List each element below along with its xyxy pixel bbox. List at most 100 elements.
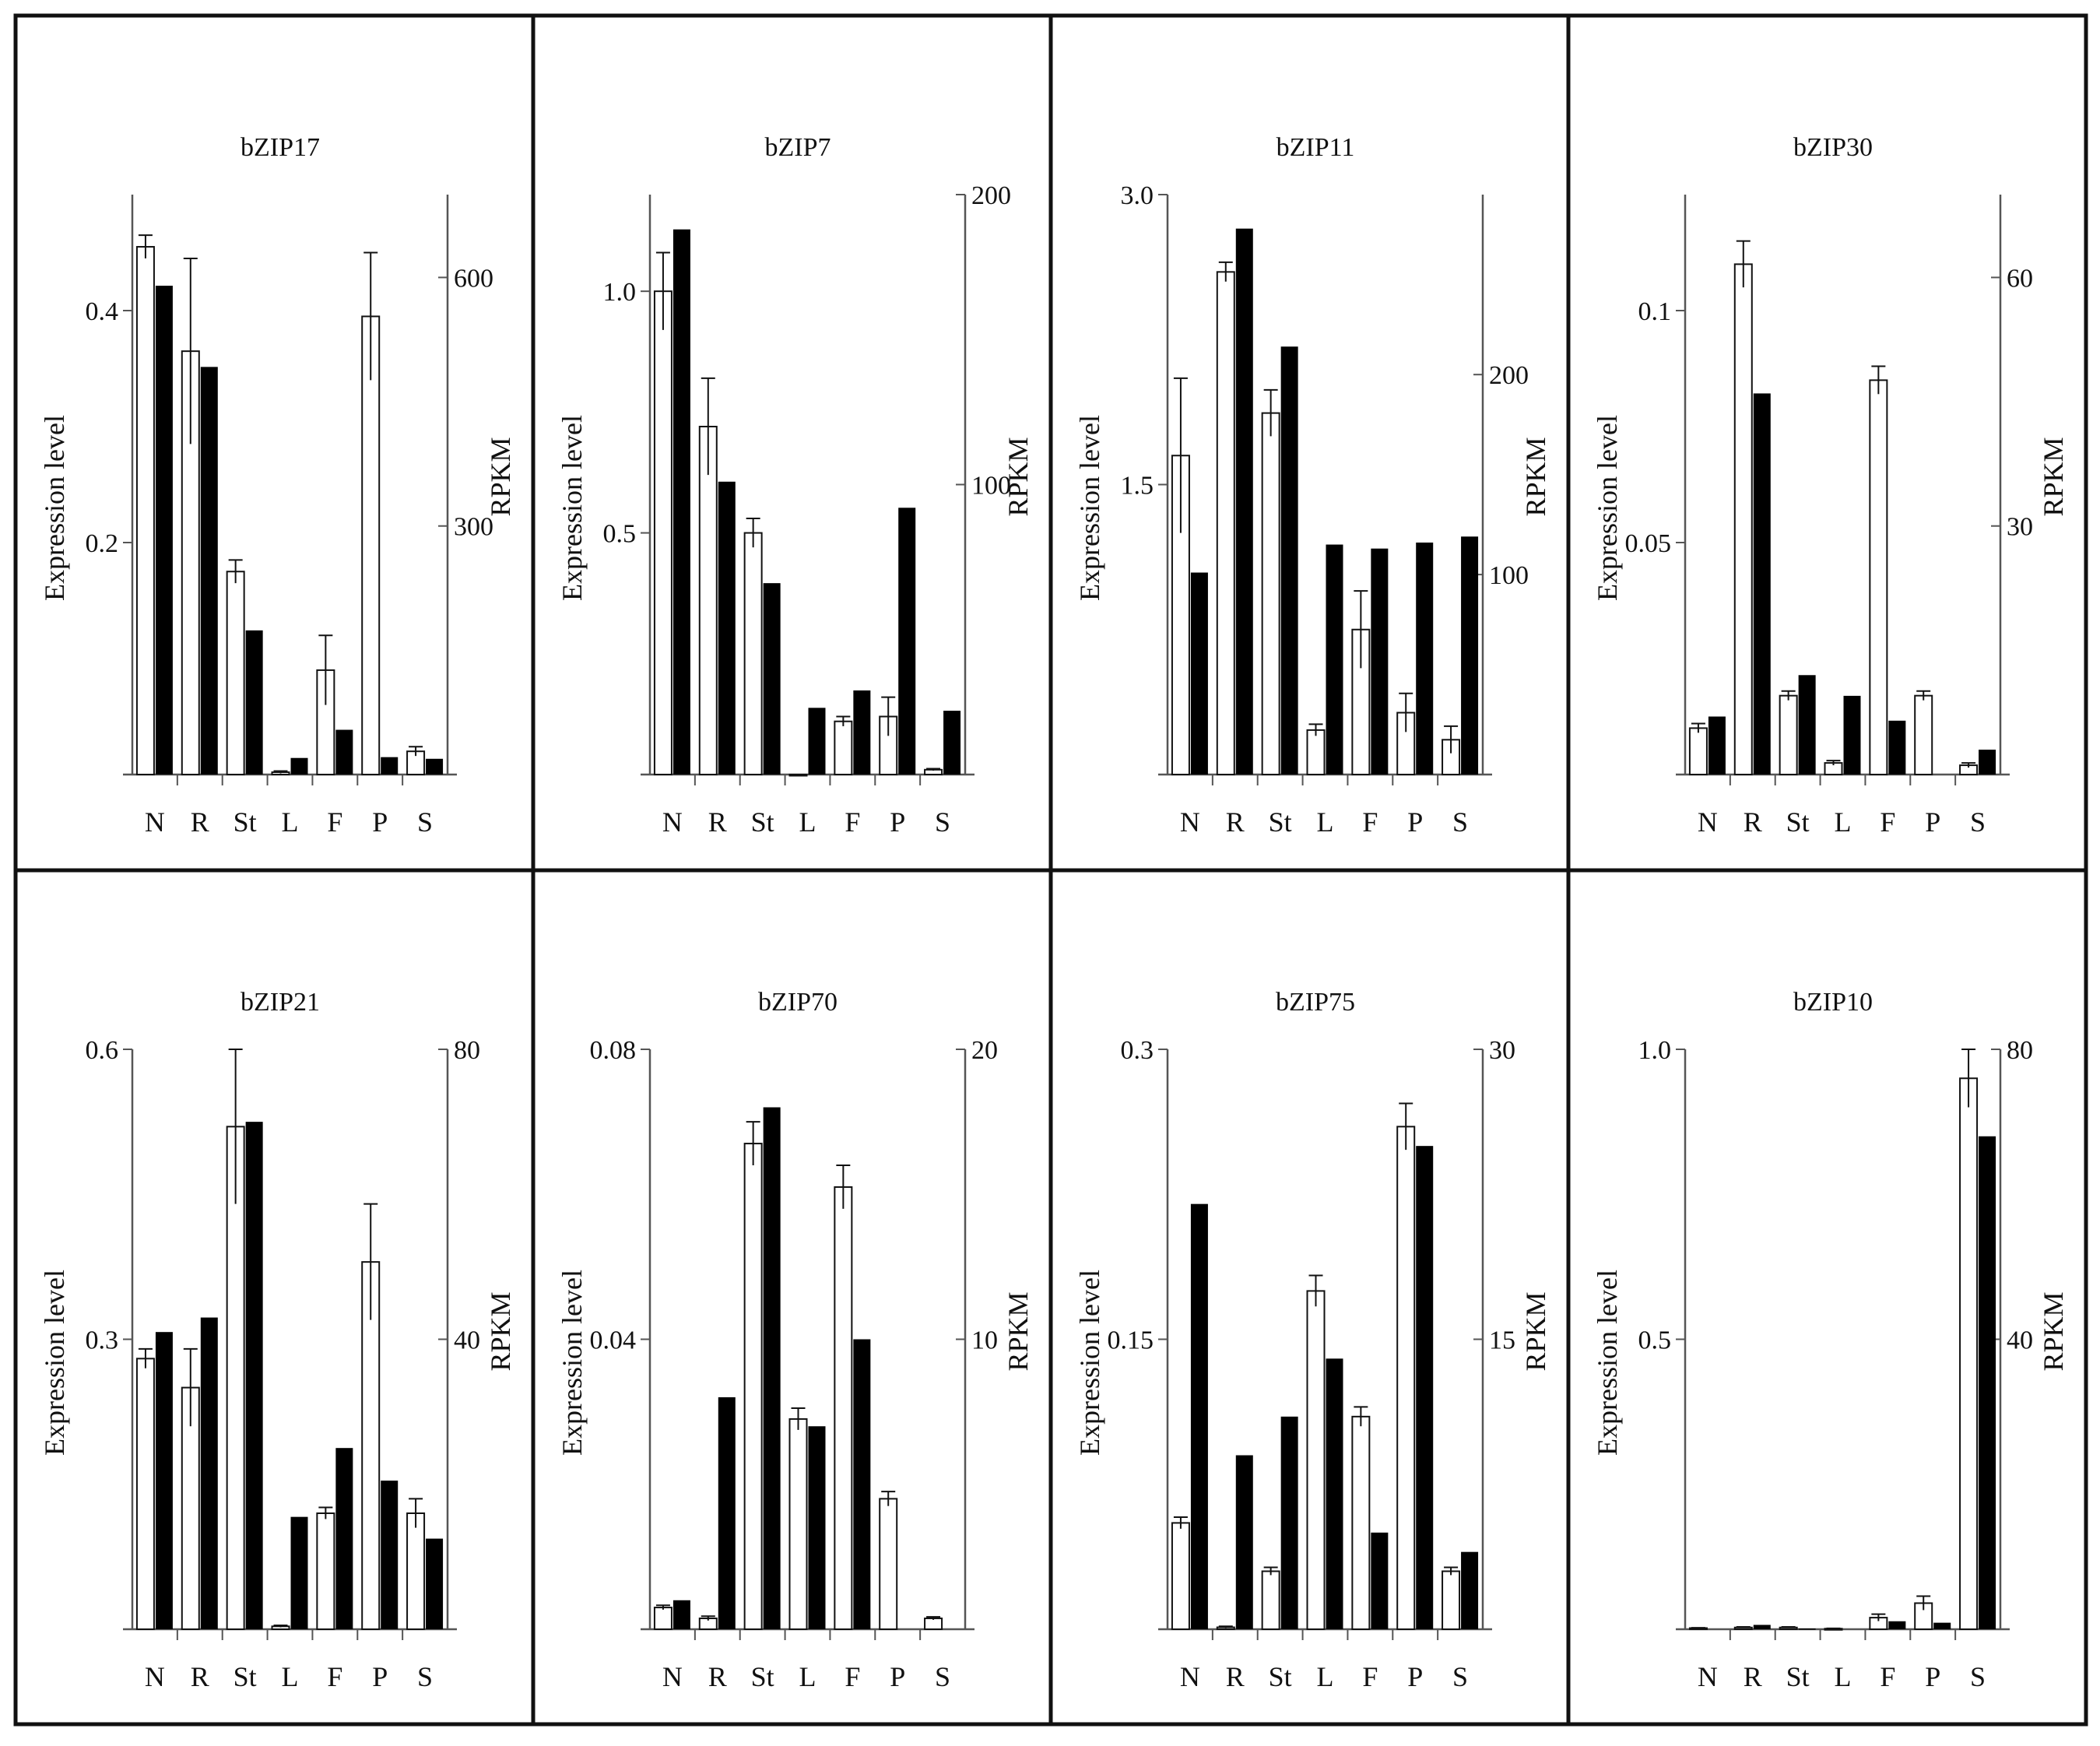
category-label-n: N [662,806,683,838]
category-label-f: F [327,806,342,838]
expression-bar-p [1396,1126,1416,1631]
y-axis-label: Expression level [1074,1270,1105,1456]
expression-bar-n [653,290,672,775]
expression-bar-n [135,1358,155,1631]
y-tick-label: 0.1 [1638,297,1672,326]
rpkm-bar-st [245,1122,263,1629]
rpkm-bar-f [853,1339,871,1629]
chart-title: bZIP10 [1793,988,1873,1017]
category-label-r: R [708,806,727,838]
category-label-l: L [282,1661,299,1692]
rpkm-bar-s [426,1538,444,1629]
y2-axis-label: RPKM [485,437,516,516]
category-label-s: S [1452,1661,1468,1692]
rpkm-bar-f [1371,1532,1389,1629]
expression-bar-st [1779,694,1798,775]
chart-panel-bzip70: bZIP70 0.04 0.08 10 20 Expression level RPKM N R… [557,988,1034,1692]
rpkm-bar-p [898,508,916,775]
category-label-r: R [1226,1661,1245,1692]
category-label-r: R [708,1661,727,1692]
category-label-n: N [145,806,165,838]
y2-axis-label: RPKM [1003,1291,1034,1371]
y2-tick-label: 200 [1489,361,1529,390]
rpkm-bar-s [1461,1551,1479,1629]
category-label-l: L [1835,1661,1852,1692]
category-label-n: N [145,1661,165,1692]
category-label-f: F [845,1661,860,1692]
category-label-l: L [799,1661,816,1692]
rpkm-bar-f [335,1448,353,1629]
y-axis-label: Expression level [1592,415,1623,601]
rpkm-bar-st [1798,1628,1816,1630]
category-label-l: L [1835,806,1852,838]
rpkm-bar-l [808,1426,826,1629]
category-label-r: R [1744,806,1762,838]
category-label-n: N [1698,806,1718,838]
rpkm-bar-st [1798,675,1816,775]
expression-bar-s [406,1512,426,1630]
y-tick-label: 0.5 [1638,1326,1672,1355]
y-tick-label: 1.0 [1638,1036,1672,1065]
chart-title: bZIP70 [758,988,838,1017]
rpkm-bar-n [672,229,690,775]
rpkm-bar-l [290,757,308,775]
rpkm-bar-r [1753,393,1771,775]
y2-tick-label: 100 [971,472,1011,501]
rpkm-bar-st [763,1107,781,1629]
rpkm-bar-st [1280,346,1298,775]
expression-bar-r [1733,263,1753,775]
y-tick-label: 0.6 [86,1036,119,1065]
expression-bar-s [924,1618,943,1630]
chart-title: bZIP30 [1793,133,1873,162]
expression-bar-l [788,774,808,777]
category-label-p: P [1925,806,1940,838]
category-label-f: F [845,806,860,838]
y-tick-label: 0.2 [86,529,119,558]
y2-tick-label: 30 [1489,1036,1515,1065]
category-label-r: R [191,806,209,838]
rpkm-bar-n [155,1332,173,1629]
y2-tick-label: 60 [2007,264,2033,293]
rpkm-bar-r [1235,228,1253,775]
expression-bar-r [698,426,718,775]
y2-axis-label: RPKM [1520,437,1551,516]
rpkm-bar-st [763,583,781,775]
rpkm-bar-r [200,367,218,775]
category-label-st: St [751,1661,774,1692]
rpkm-bar-n [1708,716,1726,775]
rpkm-bar-p [381,757,399,775]
category-label-st: St [751,806,774,838]
category-label-s: S [417,1661,433,1692]
y-axis-label: Expression level [1592,1270,1623,1456]
expression-bar-f [834,1186,853,1630]
y-tick-label: 0.08 [590,1036,637,1065]
expression-bar-p [879,1498,898,1630]
category-label-p: P [890,806,905,838]
category-label-f: F [1362,1661,1378,1692]
y-tick-label: 0.3 [86,1326,119,1355]
category-label-r: R [1744,1661,1762,1692]
expression-bar-s [1959,1077,1979,1630]
y-axis-label: Expression level [1074,415,1105,601]
category-label-p: P [1925,1661,1940,1692]
rpkm-bar-f [853,690,871,775]
rpkm-bar-l [1326,544,1343,775]
expression-bar-f [1351,1415,1371,1631]
y-tick-label: 0.05 [1625,529,1672,558]
expression-bar-n [1171,1522,1190,1630]
category-label-r: R [1226,806,1245,838]
expression-bar-l [1306,729,1326,776]
chart-title: bZIP75 [1276,988,1355,1017]
expression-bar-f [316,1512,335,1630]
category-label-l: L [282,806,299,838]
rpkm-bar-r [1235,1455,1253,1629]
category-label-s: S [1970,1661,1986,1692]
y2-axis-label: RPKM [485,1291,516,1371]
y2-tick-label: 10 [971,1326,998,1355]
rpkm-bar-s [943,711,961,775]
y-tick-label: 0.5 [603,520,637,549]
category-label-st: St [1786,1661,1810,1692]
rpkm-bar-s [1979,1136,1996,1629]
rpkm-bar-l [1326,1358,1343,1629]
